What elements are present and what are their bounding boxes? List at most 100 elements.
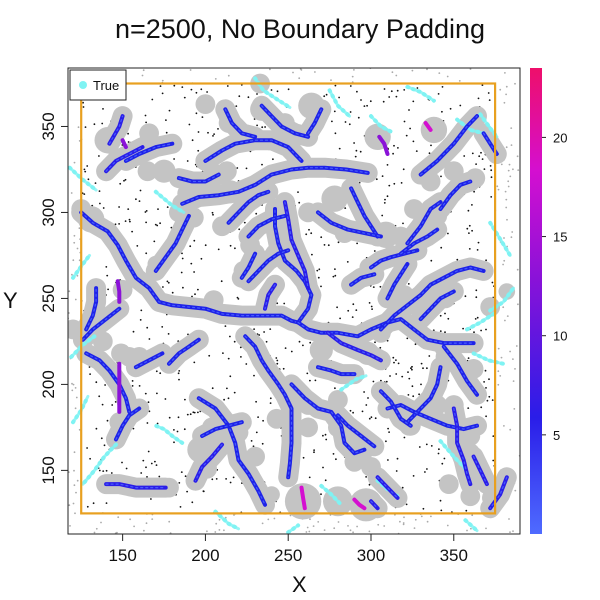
estimated-filament-highlight — [406, 201, 442, 244]
observation-point — [176, 430, 179, 433]
y-tick-label: 350 — [39, 112, 58, 140]
halo-blob — [240, 235, 260, 256]
observation-point — [415, 150, 418, 153]
observation-point — [506, 218, 508, 221]
observation-point — [387, 459, 389, 461]
observation-point — [372, 380, 375, 383]
observation-point — [181, 86, 184, 88]
observation-point — [352, 531, 354, 534]
observation-point — [151, 98, 154, 101]
observation-point — [510, 236, 513, 239]
observation-point — [139, 319, 142, 321]
observation-point — [105, 266, 108, 268]
observation-point — [224, 325, 227, 327]
y-tick-label: 150 — [39, 456, 58, 484]
observation-point — [76, 479, 79, 482]
observation-point — [406, 337, 409, 340]
observation-point — [193, 411, 196, 414]
observation-point — [329, 514, 332, 516]
observation-point — [156, 392, 158, 395]
estimated-filament-highlight — [105, 483, 167, 489]
observation-point — [195, 112, 198, 115]
observation-point — [220, 280, 223, 283]
observation-point — [253, 328, 256, 330]
observation-point — [302, 456, 305, 459]
observation-point — [471, 229, 473, 232]
observation-point — [444, 331, 446, 334]
true-filament-line — [339, 374, 368, 392]
observation-point — [488, 99, 491, 101]
observation-point — [484, 369, 487, 372]
observation-point — [420, 383, 422, 386]
observation-point — [98, 155, 100, 157]
observation-point — [309, 379, 311, 382]
observation-point — [269, 397, 272, 400]
observation-point — [146, 476, 148, 478]
observation-point — [261, 522, 264, 525]
observation-point — [189, 413, 192, 416]
observation-point — [173, 429, 175, 431]
observation-point — [374, 341, 376, 344]
observation-point — [316, 269, 319, 272]
observation-point — [363, 391, 365, 393]
halo-blob — [203, 290, 224, 310]
observation-point — [469, 68, 472, 70]
true-filament-line — [369, 114, 393, 134]
observation-point — [372, 286, 375, 288]
observation-point — [411, 385, 414, 388]
observation-point — [200, 257, 203, 260]
observation-point — [245, 167, 248, 170]
observation-point — [401, 486, 404, 489]
observation-point — [95, 527, 98, 530]
observation-point — [351, 316, 354, 318]
observation-point — [73, 161, 76, 164]
observation-point — [233, 514, 235, 516]
observation-point — [334, 132, 337, 135]
observation-point — [439, 314, 442, 317]
observation-point — [395, 359, 397, 361]
observation-point — [234, 247, 236, 250]
true-filament-line — [81, 443, 118, 486]
observation-point — [474, 318, 477, 320]
observation-point — [430, 445, 433, 447]
observation-point — [351, 75, 354, 78]
observation-point — [135, 198, 137, 201]
observation-point — [141, 74, 144, 77]
estimated-filament-highlight — [261, 105, 309, 138]
observation-point — [381, 214, 384, 217]
observation-point — [509, 428, 512, 431]
observation-point — [505, 146, 508, 149]
observation-point — [488, 378, 490, 381]
observation-point — [395, 95, 398, 98]
observation-point — [500, 356, 503, 359]
observation-point — [480, 406, 483, 409]
observation-point — [471, 204, 473, 206]
observation-point — [256, 93, 258, 95]
estimated-filament-highlight — [115, 407, 140, 440]
observation-point — [511, 231, 514, 233]
observation-point — [359, 150, 362, 153]
observation-point — [471, 514, 474, 517]
observation-point — [466, 529, 468, 532]
observation-point — [356, 525, 358, 528]
observation-point — [314, 379, 317, 382]
observation-point — [471, 152, 474, 155]
observation-point — [379, 346, 382, 349]
halo-blob — [112, 279, 133, 300]
halo-blob — [361, 457, 381, 477]
observation-point — [468, 232, 470, 235]
observation-point — [361, 410, 364, 413]
observation-point — [128, 218, 131, 221]
observation-point — [407, 371, 409, 373]
observation-point — [420, 515, 423, 518]
halo-blob — [218, 113, 239, 133]
observation-point — [183, 96, 186, 99]
observation-point — [183, 428, 186, 431]
observation-point — [179, 506, 182, 508]
observation-point — [324, 433, 327, 436]
observation-point — [399, 520, 401, 523]
observation-point — [77, 126, 80, 129]
observation-point — [428, 152, 431, 155]
observation-point — [103, 444, 106, 447]
observation-point — [336, 306, 338, 309]
